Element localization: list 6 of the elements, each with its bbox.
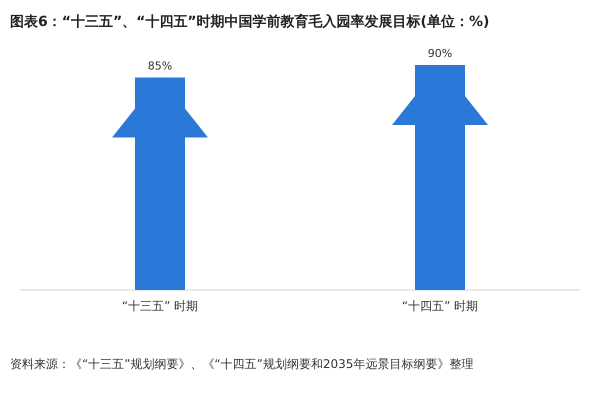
data-label: 85%	[148, 60, 172, 72]
text: 资料来源：《“十三五”规划纲要》、《“十四五”规划纲要和2035年远景目标纲要》整理	[10, 357, 474, 371]
chart-title: 图表6：“十三五”、“十四五”时期中国学前教育毛入园率发展目标(单位：%)	[10, 13, 490, 30]
x-tick-label: “十三五” 时期	[122, 299, 198, 313]
x-tick-label: “十四五” 时期	[402, 299, 478, 313]
data-label: 90%	[428, 47, 452, 60]
